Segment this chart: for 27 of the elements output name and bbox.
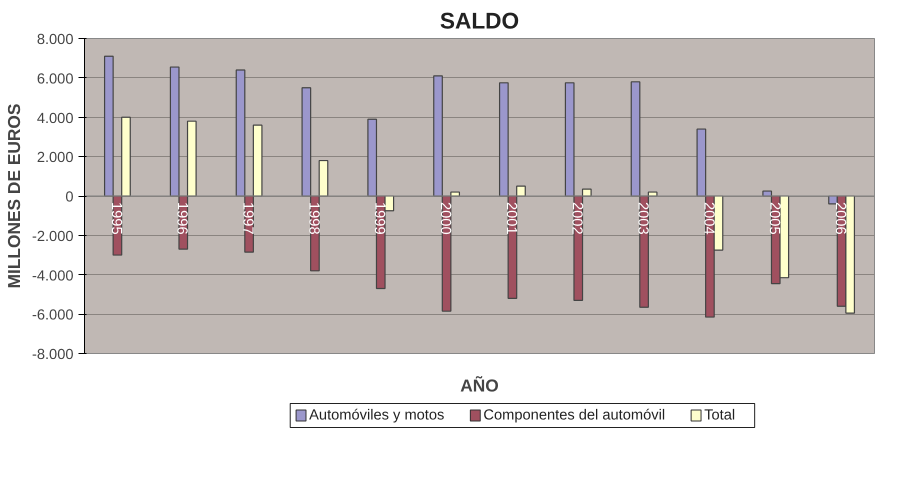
legend-label: Automóviles y motos bbox=[309, 408, 444, 424]
x-tick-label: 1995 bbox=[108, 202, 124, 235]
chart-title: SALDO bbox=[440, 8, 520, 34]
x-tick-label: 2002 bbox=[568, 202, 585, 235]
legend-label: Componentes del automóvil bbox=[483, 408, 666, 424]
x-tick-label: 1999 bbox=[371, 202, 388, 235]
y-tick-label: 6.000 bbox=[36, 71, 74, 88]
y-tick-label: -8.000 bbox=[32, 347, 74, 363]
x-tick-label: 1997 bbox=[240, 202, 256, 235]
y-axis-title: MILLONES DE EUROS bbox=[4, 104, 24, 288]
x-tick-label: 2003 bbox=[634, 202, 651, 235]
x-axis-title: AÑO bbox=[460, 376, 499, 396]
y-tick-label: -6.000 bbox=[32, 308, 74, 324]
x-tick-label: 2001 bbox=[502, 202, 519, 235]
x-tick-label: 2004 bbox=[700, 202, 716, 235]
legend-label: Total bbox=[704, 408, 736, 424]
y-tick-label: 2.000 bbox=[36, 150, 74, 166]
x-tick-label: 1998 bbox=[305, 202, 322, 235]
x-tick-label: 2005 bbox=[766, 202, 782, 235]
y-tick-label: 4.000 bbox=[36, 110, 74, 127]
y-tick-label: -4.000 bbox=[32, 268, 74, 284]
y-tick-label: 8.000 bbox=[36, 32, 74, 48]
x-tick-label: 2006 bbox=[832, 202, 848, 235]
x-tick-label: 2000 bbox=[437, 202, 454, 235]
x-tick-label: 1996 bbox=[174, 202, 190, 235]
y-tick-label: -2.000 bbox=[32, 228, 74, 245]
y-tick-label: 0 bbox=[65, 190, 74, 206]
